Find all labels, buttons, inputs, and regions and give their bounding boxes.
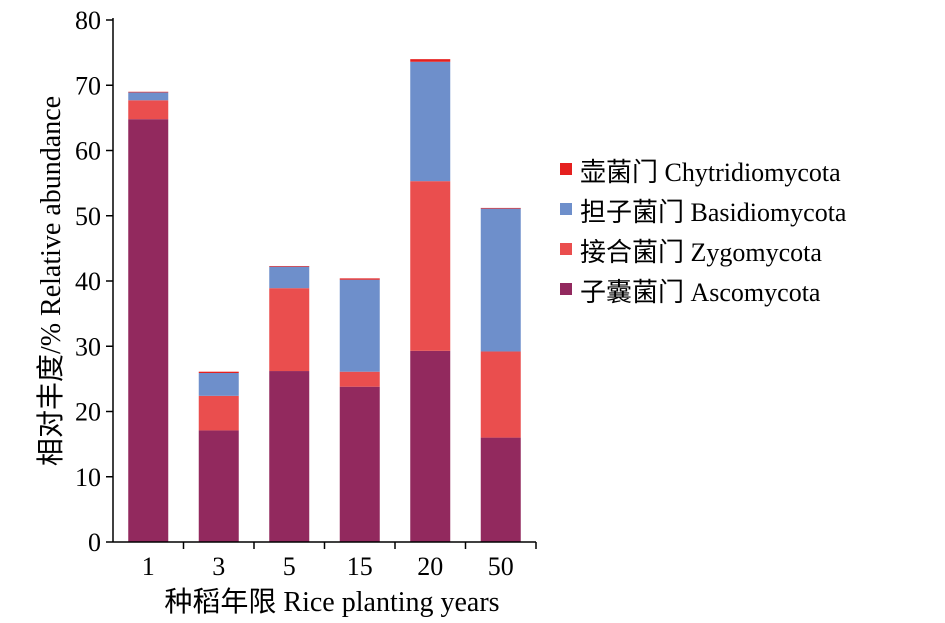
bar-segment-20-series-0 — [410, 350, 451, 542]
x-tick-label: 15 — [347, 552, 373, 581]
legend-label: 子囊菌门 Ascomycota — [580, 278, 821, 307]
y-axis-title: 相对丰度/% Relative abundance — [35, 96, 67, 466]
bars-layer — [128, 59, 521, 543]
y-tick-label: 80 — [75, 6, 101, 35]
bar-segment-15-series-1 — [339, 371, 380, 387]
bar-segment-50-series-0 — [480, 437, 521, 542]
y-tick-label: 0 — [88, 528, 101, 557]
bar-segment-5-series-3 — [269, 265, 310, 267]
bar-segment-3-series-0 — [198, 430, 239, 542]
y-tick-label: 60 — [75, 137, 101, 166]
bar-segment-5-series-2 — [269, 266, 310, 289]
bar-segment-50-series-2 — [480, 208, 521, 352]
bar-segment-1-series-3 — [128, 91, 169, 93]
legend-label: 接合菌门 Zygomycota — [580, 238, 822, 267]
legend-label: 担子菌门 Basidiomycota — [580, 198, 847, 227]
y-tick-label: 30 — [75, 332, 101, 361]
x-axis-title: 种稻年限 Rice planting years — [164, 586, 499, 618]
y-tick-label: 40 — [75, 267, 101, 296]
bar-segment-15-series-2 — [339, 279, 380, 372]
bar-segment-3-series-3 — [198, 371, 239, 374]
axes-layer: 1 3 5 15 20 50 0 10 20 30 40 50 60 70 80 — [75, 6, 537, 581]
x-tick-label: 3 — [212, 552, 225, 581]
bar-segment-5-series-0 — [269, 371, 310, 542]
bar-segment-20-series-1 — [410, 181, 451, 351]
bar-segment-50-series-3 — [480, 207, 521, 209]
y-tick-label: 10 — [75, 463, 101, 492]
x-tick-label: 5 — [283, 552, 296, 581]
y-tick-label: 20 — [75, 398, 101, 427]
bar-segment-1-series-2 — [128, 92, 169, 101]
legend-swatch — [560, 163, 572, 175]
y-tick-label: 70 — [75, 71, 101, 100]
bar-segment-5-series-1 — [269, 288, 310, 372]
legend-swatch — [560, 283, 572, 295]
x-tick-label: 1 — [142, 552, 155, 581]
bar-segment-1-series-1 — [128, 100, 169, 120]
legend: 壶菌门 Chytridiomycota 担子菌门 Basidiomycota 接合菌… — [560, 158, 847, 307]
legend-swatch — [560, 243, 572, 255]
x-tick-label: 50 — [488, 552, 514, 581]
legend-swatch — [560, 203, 572, 215]
y-tick-label: 50 — [75, 202, 101, 231]
bar-segment-20-series-2 — [410, 61, 451, 182]
bar-segment-3-series-1 — [198, 395, 239, 431]
bar-segment-1-series-0 — [128, 119, 169, 543]
bar-segment-15-series-3 — [339, 278, 380, 280]
bar-segment-15-series-0 — [339, 386, 380, 542]
legend-label: 壶菌门 Chytridiomycota — [580, 158, 841, 187]
bar-segment-3-series-2 — [198, 373, 239, 396]
bar-segment-50-series-1 — [480, 351, 521, 438]
x-tick-label: 20 — [417, 552, 443, 581]
bar-segment-20-series-3 — [410, 59, 451, 62]
